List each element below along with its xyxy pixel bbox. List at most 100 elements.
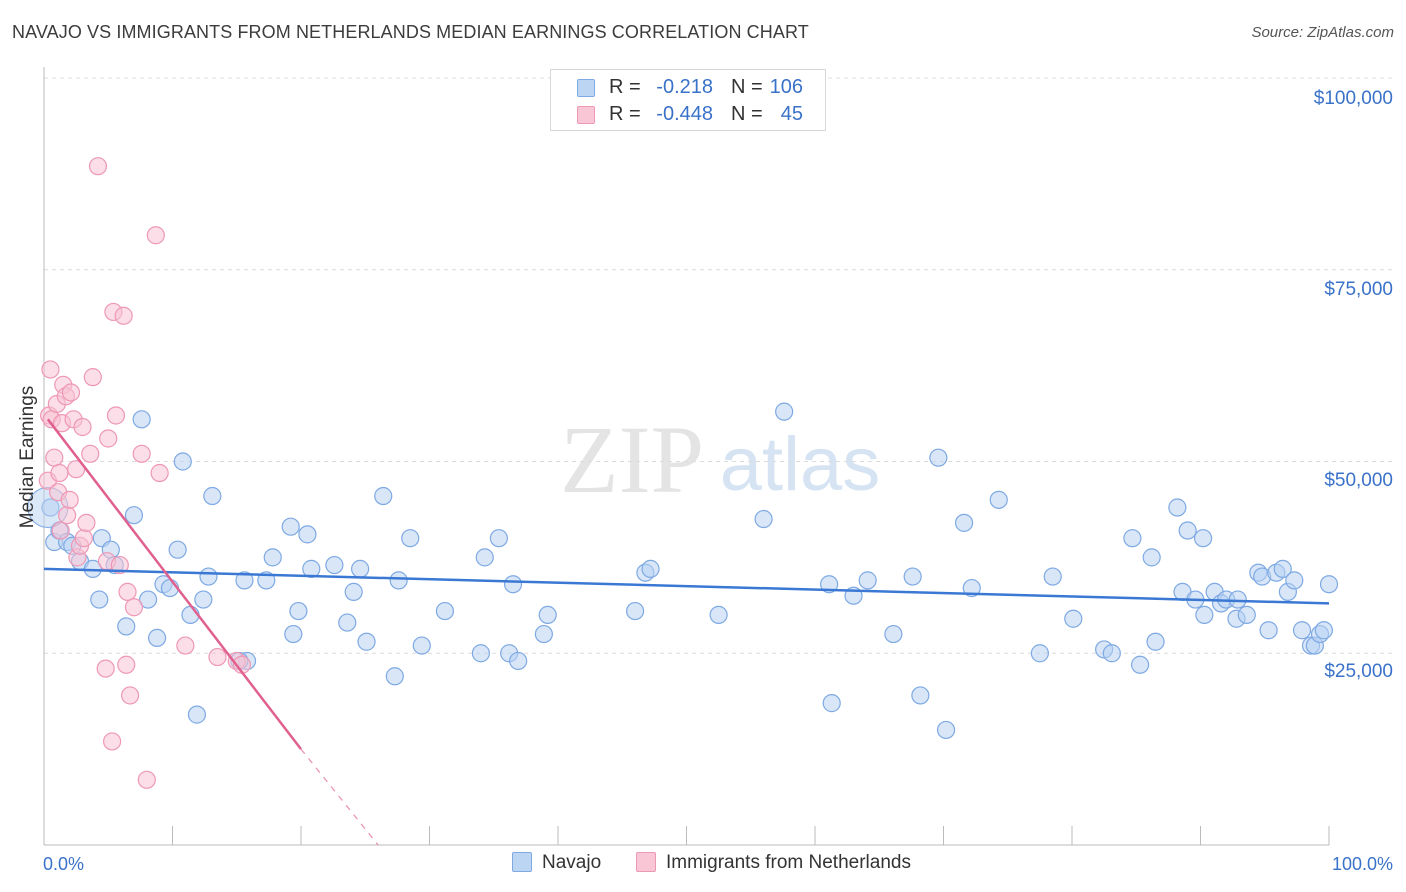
navajo-point (338, 613, 357, 632)
navajo-point (475, 548, 494, 567)
netherlands-point (110, 555, 129, 575)
navajo-point (509, 651, 528, 671)
netherlands-point (61, 383, 81, 402)
navajo-point (1273, 559, 1292, 578)
navajo-point (1142, 548, 1161, 567)
netherlands-point (45, 448, 64, 467)
grid-lines (44, 77, 1392, 654)
n-value: 45 (780, 103, 803, 125)
navajo-point (132, 410, 151, 429)
netherlands-point (74, 529, 93, 548)
netherlands-point (114, 306, 133, 325)
navajo-point (471, 644, 490, 663)
netherlands-point (99, 429, 118, 448)
netherlands-point (83, 368, 102, 387)
navajo-point (884, 624, 903, 644)
netherlands-point (118, 582, 137, 601)
navajo-point (1292, 621, 1312, 640)
navajo-point (1193, 529, 1213, 548)
navajo-point (235, 571, 254, 590)
navajo-point (351, 559, 370, 578)
r-label: R = (609, 76, 641, 98)
navajo-point (389, 571, 408, 590)
netherlands-point (58, 506, 77, 525)
trend-lines (43, 418, 1330, 846)
source-credit: Source: ZipAtlas.com (1251, 24, 1394, 41)
navajo-point (302, 559, 321, 578)
netherlands-point (103, 732, 122, 751)
r-value: -0.218 (656, 76, 713, 98)
navajo-point (298, 525, 317, 544)
navajo-point (357, 632, 376, 651)
navajo-point (1123, 529, 1142, 548)
netherlands-swatch (577, 106, 595, 124)
netherlands-trend-extension (300, 748, 379, 846)
navajo-point (1030, 644, 1049, 663)
watermark-atlas: atlas (720, 422, 881, 507)
navajo-legend-swatch (512, 852, 532, 872)
navajo-point (489, 529, 508, 548)
x-tick-max: 100.0% (1332, 854, 1393, 874)
navajo-point (124, 506, 144, 525)
netherlands-point (137, 770, 156, 789)
navajo-point (1195, 605, 1214, 625)
navajo-point (1102, 644, 1121, 663)
netherlands-point (208, 647, 227, 667)
navajo-point (325, 555, 344, 575)
navajo-point (820, 575, 839, 594)
navajo-point (775, 402, 794, 421)
r-value: -0.448 (656, 103, 713, 125)
navajo-point (989, 490, 1008, 509)
navajo-point (138, 590, 158, 609)
navajo-point (374, 486, 393, 506)
netherlands-point (146, 226, 165, 245)
navajo-point (187, 705, 207, 724)
navajo-point (194, 590, 213, 609)
navajo-point (503, 575, 523, 594)
navajo-point (284, 624, 303, 644)
netherlands-point (50, 463, 69, 483)
navajo-point (538, 605, 557, 625)
navajo-point (1237, 605, 1256, 625)
navajo-legend-label: Navajo (542, 852, 602, 873)
navajo-point (344, 582, 363, 601)
netherlands-point (117, 655, 136, 674)
navajo-point (199, 567, 218, 586)
bottom-legend-navajo: Navajo (512, 852, 601, 874)
navajo-point (117, 617, 136, 636)
x-tick-min: 0.0% (43, 854, 84, 874)
navajo-swatch (577, 79, 595, 97)
y-tick-75000: $75,000 (1324, 279, 1393, 300)
navajo-point (954, 513, 974, 532)
navajo-point (90, 590, 109, 609)
navajo-point (929, 448, 948, 467)
navajo-point (168, 540, 187, 559)
legend-row-navajo: R = -0.218 N = 106 (551, 75, 825, 101)
netherlands-points (38, 157, 251, 789)
netherlands-point (41, 360, 60, 379)
netherlands-point (73, 417, 92, 437)
y-tick-50000: $50,000 (1324, 470, 1393, 491)
axes (43, 67, 1330, 846)
netherlands-point (106, 406, 126, 425)
navajo-point (534, 624, 553, 644)
navajo-trend-line (43, 567, 1330, 605)
navajo-point (1178, 521, 1197, 540)
legend-row-netherlands: R = -0.448 N = 45 (551, 102, 825, 128)
navajo-point (641, 559, 660, 578)
chart-title: NAVAJO VS IMMIGRANTS FROM NETHERLANDS ME… (12, 22, 809, 42)
watermark-zip: ZIP (560, 406, 704, 513)
stats-legend: R = -0.218 N = 106 R = -0.448 N = 45 (550, 69, 826, 131)
navajo-point (1314, 621, 1333, 640)
navajo-point (401, 529, 420, 548)
navajo-point (858, 571, 877, 590)
netherlands-point (51, 521, 70, 540)
y-axis-label: Median Earnings (17, 386, 38, 529)
navajo-point (281, 517, 300, 536)
bottom-legend-netherlands: Immigrants from Netherlands (636, 852, 911, 874)
navajo-point (412, 636, 431, 655)
navajo-point (173, 452, 192, 471)
navajo-point (1064, 609, 1083, 628)
netherlands-legend-label: Immigrants from Netherlands (666, 852, 911, 873)
